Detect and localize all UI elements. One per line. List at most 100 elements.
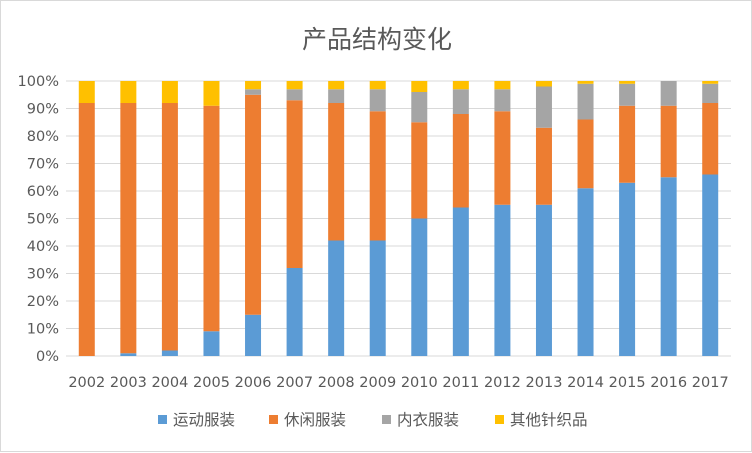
bar-segment [203,81,220,106]
bar-segment [245,89,262,95]
bar-segment [161,103,178,351]
legend: 运动服装 休闲服装 内衣服装 其他针织品 [158,411,588,429]
x-tick-label: 2010 [401,375,438,391]
bar-segment [120,353,137,356]
bar-segment [702,103,719,175]
bar-segment [494,89,511,112]
bar-segment [120,103,137,354]
bar-segment [535,86,552,128]
y-tick-label: 80% [27,129,59,145]
bar-segment [452,81,469,90]
bar-segment [328,89,345,103]
x-tick-label: 2014 [567,375,604,391]
bar-segment [203,105,220,332]
x-axis: 2002 2003 2004 2005 2006 2007 2008 2009 2010 2011… [68,375,728,391]
bar-segment [286,100,303,268]
bar-segment [452,89,469,114]
legend-item: 内衣服装 [382,411,459,429]
bar-segment [702,174,719,356]
legend-swatch [495,415,504,424]
bar-segment [369,89,386,112]
x-tick-label: 2011 [442,375,479,391]
legend-swatch [382,415,391,424]
bar-segment [369,81,386,90]
x-tick-label: 2015 [609,375,646,391]
bar-segment [660,81,677,106]
bar-segment [702,81,719,84]
bar-segment [494,111,511,205]
bar-segment [245,94,262,315]
bar-segment [245,314,262,356]
legend-label: 其他针织品 [510,411,588,429]
bar-segment [328,81,345,90]
legend-swatch [269,415,278,424]
x-tick-label: 2004 [151,375,188,391]
bar-segment [245,81,262,90]
bar-segment [494,204,511,356]
bar-segment [452,114,469,208]
bar-segment [161,81,178,103]
x-tick-label: 2003 [110,375,147,391]
x-tick-label: 2013 [526,375,563,391]
bar-segment [452,207,469,356]
bar-segment [577,188,594,356]
y-tick-label: 10% [27,322,59,338]
y-tick-label: 90% [27,102,59,118]
bar-segment [619,83,636,106]
legend-item: 运动服装 [158,411,235,429]
bar-segment [78,103,95,356]
bar-segment [577,119,594,189]
bar-segment [619,182,636,356]
y-tick-label: 0% [36,349,59,365]
bar-segment [535,127,552,205]
x-tick-label: 2007 [276,375,313,391]
bar-segment [203,331,220,356]
bar-segment [411,92,428,123]
bar-segment [328,240,345,356]
y-tick-label: 20% [27,294,59,310]
y-tick-label: 70% [27,157,59,173]
y-axis: 0% 10% 20% 30% 40% 50% 60% 70% 80% 90% 100% [18,74,59,365]
legend-item: 休闲服装 [269,411,346,429]
bar-segment [577,81,594,84]
legend-item: 其他针织品 [495,411,588,429]
bar-segment [619,105,636,183]
bar-segment [78,81,95,103]
y-tick-label: 60% [27,184,59,200]
bar-segment [120,81,137,103]
bar-segment [660,105,677,178]
x-tick-label: 2005 [193,375,230,391]
bar-segment [411,122,428,219]
bar-segment [702,83,719,103]
bar-segment [535,81,552,87]
bar-segment [535,204,552,356]
bar-segment [411,81,428,92]
y-tick-label: 50% [27,212,59,228]
y-tick-label: 100% [18,74,59,90]
x-tick-label: 2009 [359,375,396,391]
bar-segment [369,111,386,241]
bar-segment [619,81,636,84]
y-tick-label: 30% [27,267,59,283]
x-tick-label: 2017 [692,375,729,391]
x-tick-label: 2012 [484,375,521,391]
x-tick-label: 2006 [235,375,272,391]
legend-swatch [158,415,167,424]
bar-segment [161,350,178,356]
bar-segment [577,83,594,120]
bar-segment [660,177,677,356]
bar-segment [328,103,345,241]
bars [78,81,719,356]
chart-title: 产品结构变化 [302,25,452,54]
bar-segment [369,240,386,356]
y-tick-label: 40% [27,239,59,255]
x-tick-label: 2016 [650,375,687,391]
legend-label: 休闲服装 [284,411,346,429]
bar-segment [286,268,303,356]
bar-segment [411,218,428,356]
legend-label: 运动服装 [173,411,235,429]
bar-segment [286,89,303,101]
legend-label: 内衣服装 [397,411,459,429]
x-tick-label: 2002 [68,375,105,391]
